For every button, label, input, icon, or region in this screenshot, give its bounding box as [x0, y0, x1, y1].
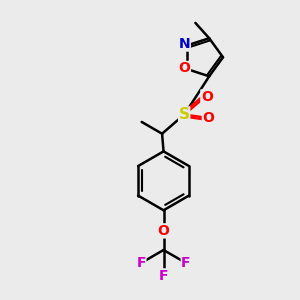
Text: O: O — [158, 224, 169, 238]
Text: N: N — [178, 37, 190, 51]
Text: S: S — [179, 107, 190, 122]
Text: O: O — [178, 61, 190, 75]
Text: O: O — [201, 90, 213, 104]
Text: F: F — [159, 269, 168, 283]
Text: F: F — [136, 256, 146, 270]
Text: F: F — [181, 256, 191, 270]
Text: O: O — [202, 110, 214, 124]
